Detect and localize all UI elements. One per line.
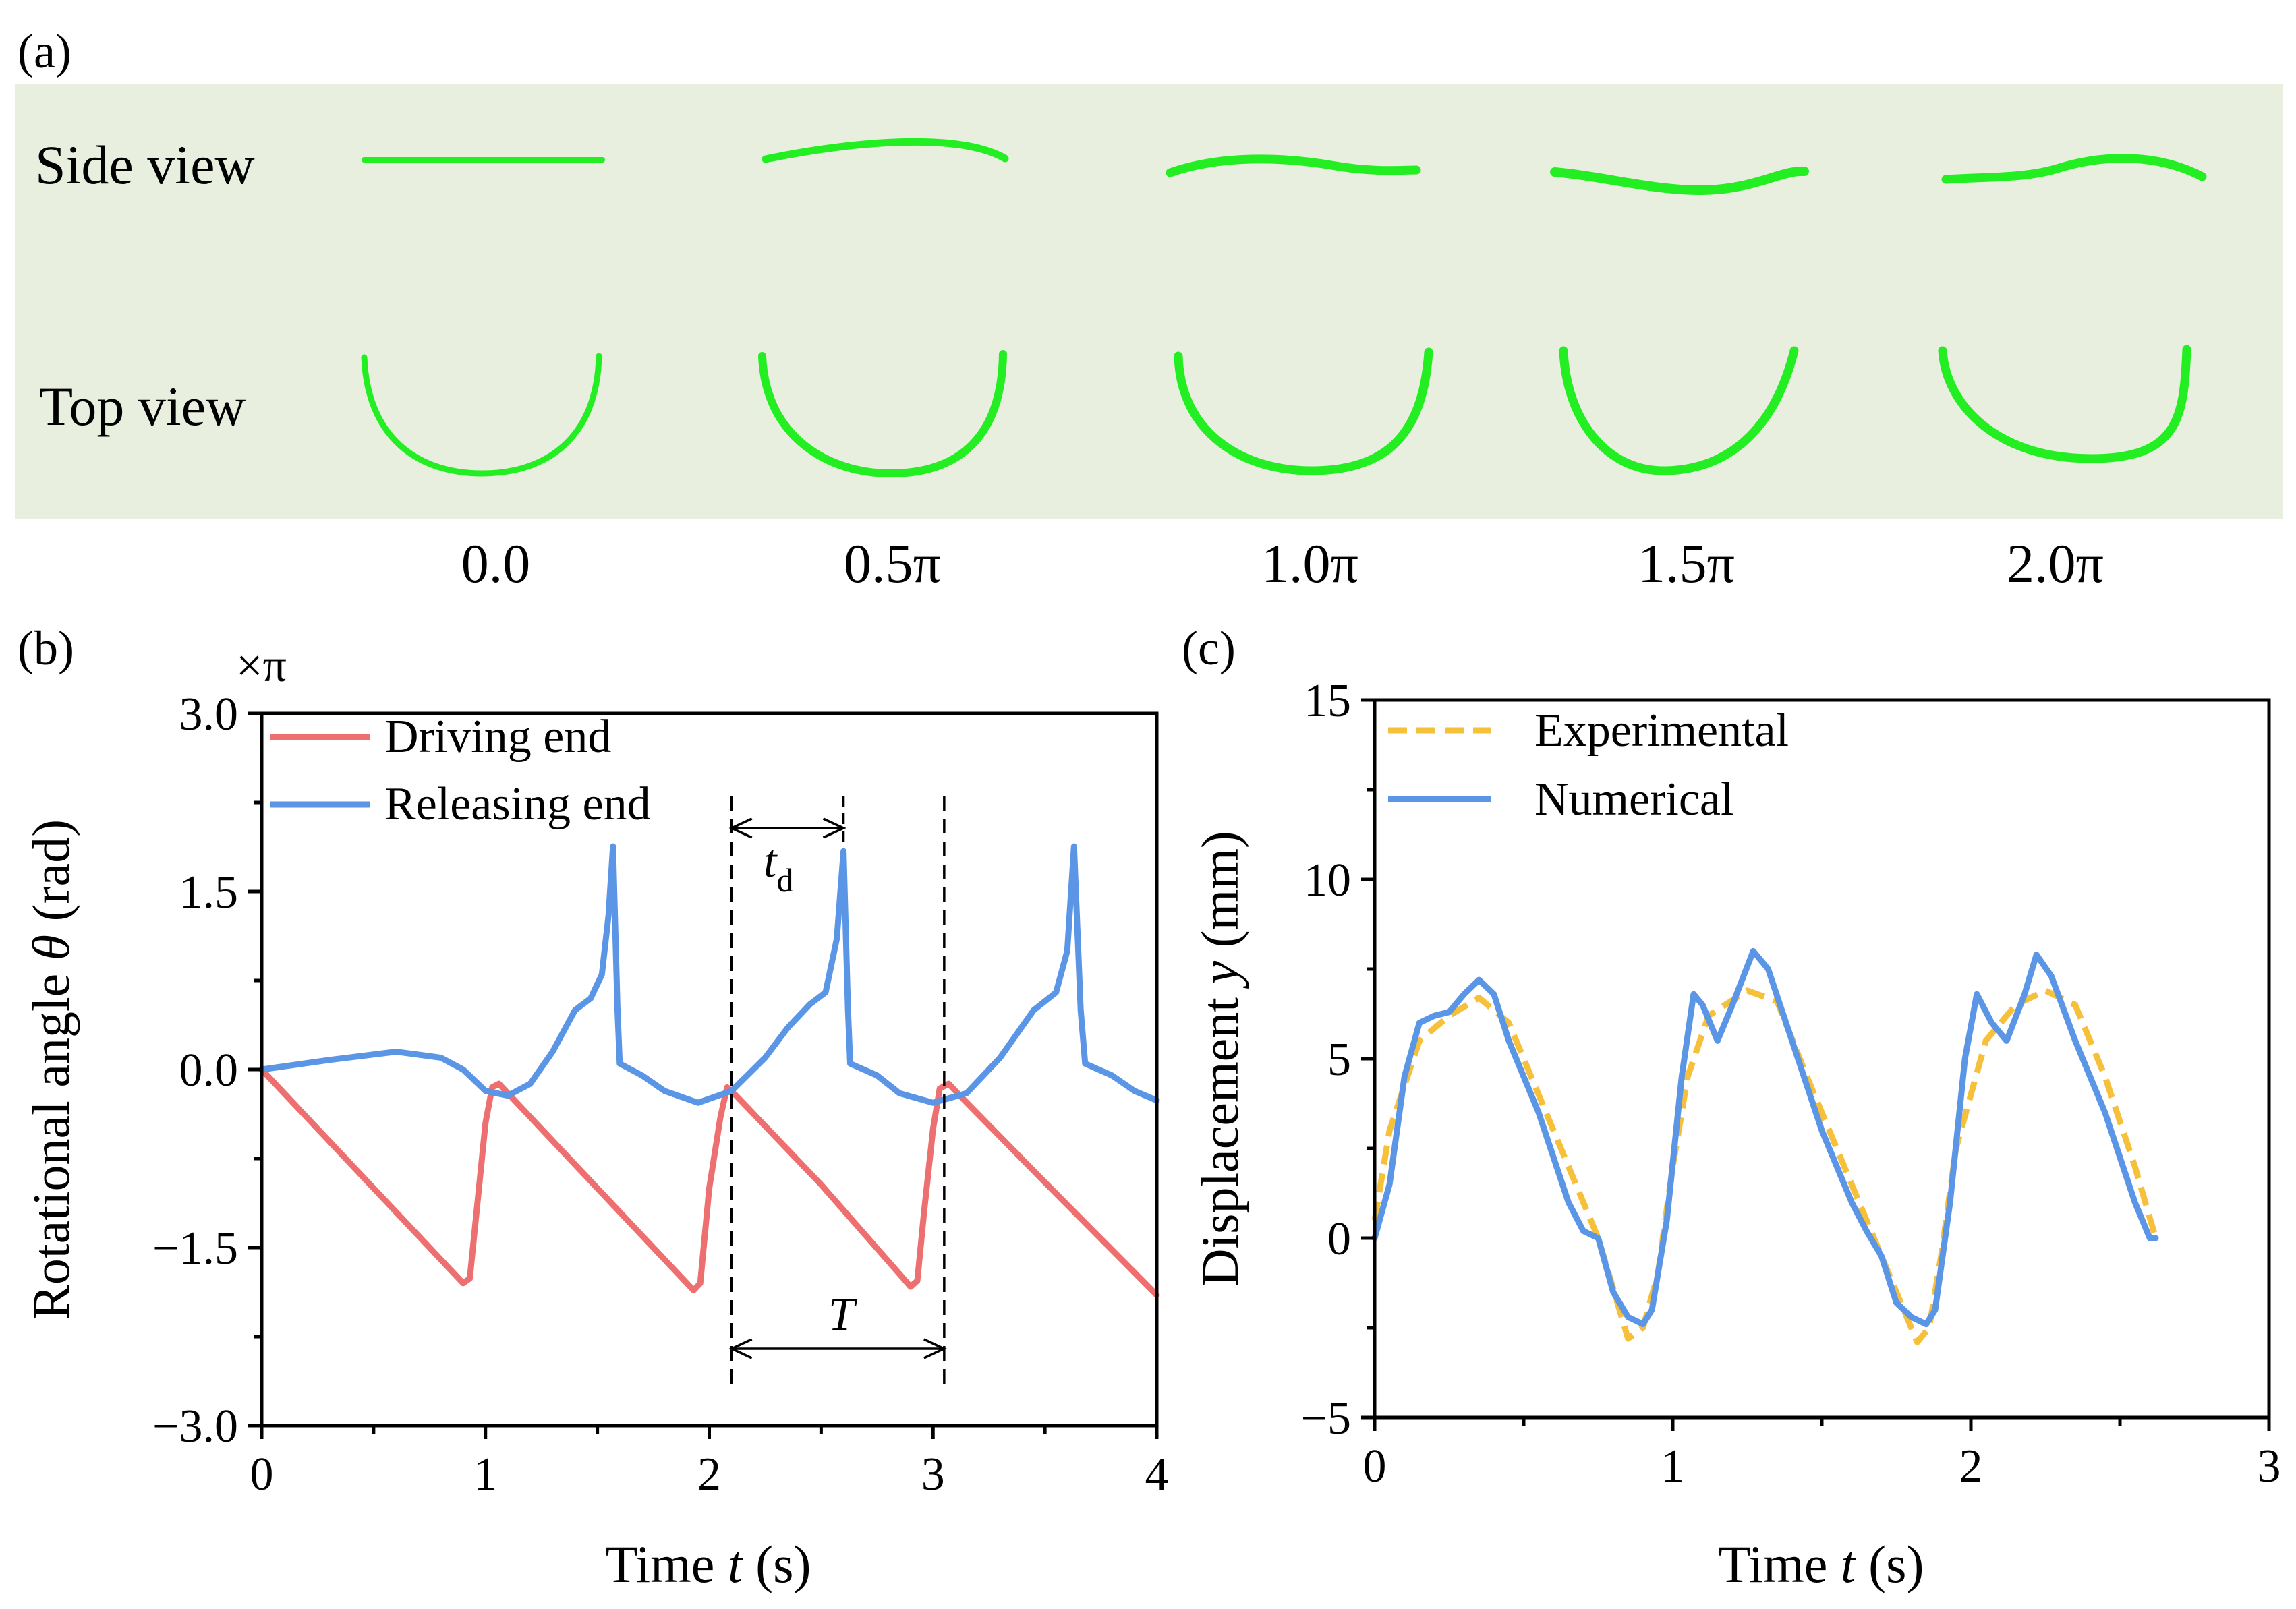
panel-c-label: (c) <box>1182 621 1236 675</box>
chart-b-series-driving-end <box>258 1066 1160 1298</box>
side-view-strip-5 <box>1941 154 2207 184</box>
period-label: T <box>828 1289 858 1341</box>
chart-c-x-tick-label: 2 <box>1959 1440 1983 1492</box>
chart-b-y-tick-label: −3.0 <box>152 1401 238 1453</box>
chart-c-series <box>1371 947 2159 1345</box>
chart-c-y-tick-label: 0 <box>1327 1213 1351 1265</box>
annotation-period-arrowhead-left <box>728 1338 753 1359</box>
phase-label-2: 0.5π <box>844 533 941 594</box>
legend-label-driving-end: Driving end <box>384 711 611 763</box>
chart-c-y-axis-title: Displacement y (mm) <box>1190 831 1249 1287</box>
annotation-td-arrowhead-right <box>822 817 846 839</box>
legend-label-numerical: Numerical <box>1534 773 1733 825</box>
chart-c-y-tick-label: −5 <box>1301 1393 1351 1444</box>
chart-c-x-tick-label: 3 <box>2258 1440 2281 1492</box>
chart-b-series-releasing-end <box>258 843 1160 1106</box>
legend-label-releasing-end: Releasing end <box>384 778 651 830</box>
chart-b-x-tick-label: 1 <box>473 1449 497 1500</box>
panel-b-label: (b) <box>18 621 74 675</box>
top-view-strip-5 <box>1938 345 2191 463</box>
chart-b-x-tick-label: 0 <box>250 1449 274 1500</box>
top-view-strip-2 <box>758 350 1007 477</box>
chart-c-frame <box>1373 698 2271 1420</box>
top-view-strip-3 <box>1174 347 1433 475</box>
phase-label-4: 1.5π <box>1638 533 1735 594</box>
phase-label-1: 0.0 <box>461 533 531 594</box>
chart-c-y-tick-label: 5 <box>1327 1034 1351 1086</box>
legend-label-experimental: Experimental <box>1534 705 1789 757</box>
chart-b: 0 1 2 3 4 −3.0 −1.5 0.0 1.5 3.0 Driving end Relea… <box>22 689 1169 1593</box>
chart-b-frame <box>260 711 1159 1428</box>
chart-b-y-tick-label: 1.5 <box>179 867 239 918</box>
chart-c-x-axis-title: Time t (s) <box>1719 1535 1924 1593</box>
chart-c-y-tick-label: 10 <box>1304 854 1351 906</box>
chart-c-x-tick-label: 1 <box>1661 1440 1685 1492</box>
y-unit-multiplier: ×π <box>236 640 287 692</box>
chart-b-y-tick-label: 0.0 <box>179 1045 239 1096</box>
chart-b-x-tick-label: 3 <box>921 1449 945 1500</box>
panel-a-background <box>15 84 2283 519</box>
chart-b-y-tick-label: 3.0 <box>179 689 239 740</box>
chart-b-ticks: 0 1 2 3 4 −3.0 −1.5 0.0 1.5 3.0 <box>152 689 1168 1500</box>
side-view-strip-4 <box>1550 166 1809 195</box>
top-view-strip-1 <box>361 353 602 477</box>
side-view-label: Side view <box>35 134 255 196</box>
chart-c-series-experimental <box>1371 987 2159 1345</box>
chart-b-x-axis-title: Time t (s) <box>606 1535 811 1593</box>
side-view-strip-2 <box>762 138 1009 163</box>
td-label: td <box>764 836 793 899</box>
chart-c-y-tick-label: 15 <box>1304 675 1351 727</box>
chart-b-series <box>258 843 1160 1298</box>
chart-c-x-tick-label: 0 <box>1363 1440 1387 1492</box>
annotation-td-arrowhead-left <box>728 817 753 839</box>
panel-a-label: (a) <box>18 24 71 78</box>
phase-label-5: 2.0π <box>2007 533 2104 594</box>
chart-b-annotations <box>728 796 947 1389</box>
chart-b-y-axis-title: Rotational angle θ (rad) <box>22 819 80 1320</box>
phase-label-3: 1.0π <box>1261 533 1358 594</box>
top-view-strip-4 <box>1559 346 1799 475</box>
top-view-label: Top view <box>39 376 246 437</box>
side-view-strip-3 <box>1166 154 1421 177</box>
chart-b-x-tick-label: 2 <box>697 1449 721 1500</box>
chart-c-series-numerical <box>1371 947 2159 1328</box>
annotation-period-arrowhead-right <box>923 1338 947 1359</box>
chart-b-x-tick-label: 4 <box>1145 1449 1169 1500</box>
chart-b-y-tick-label: −1.5 <box>152 1223 238 1275</box>
